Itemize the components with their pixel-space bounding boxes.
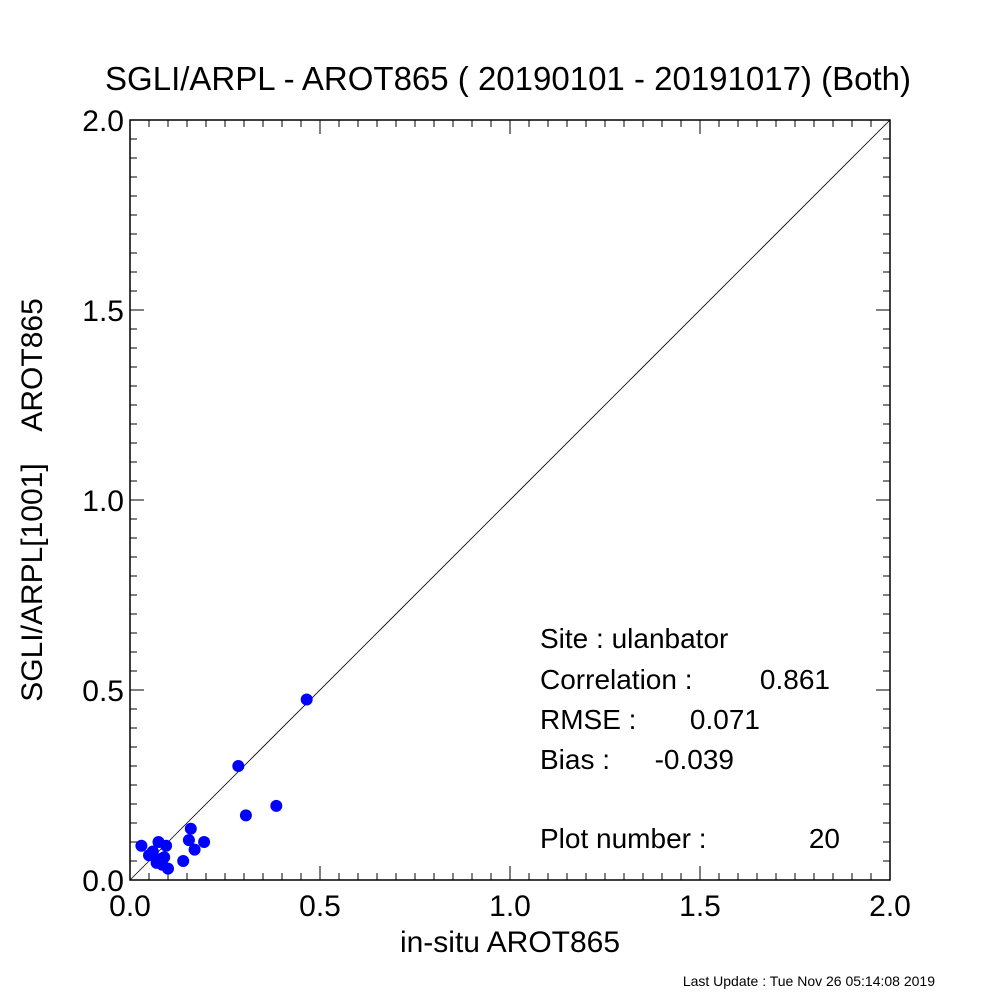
correlation-label: Correlation : — [540, 664, 693, 695]
x-tick-label: 1.0 — [489, 890, 531, 923]
data-points — [135, 693, 313, 875]
data-point — [232, 760, 245, 772]
y-tick-labels: 0.0 0.5 1.0 1.5 2.0 — [82, 105, 124, 898]
y-tick-label: 0.5 — [82, 675, 124, 708]
one-to-one-line — [129, 119, 891, 881]
data-point — [177, 855, 190, 867]
x-tick-label: 2.0 — [869, 890, 911, 923]
last-update-footer: Last Update : Tue Nov 26 05:14:08 2019 — [683, 973, 935, 989]
y-tick-label: 0.0 — [82, 865, 124, 898]
data-point — [300, 693, 313, 706]
plot-number-value: 20 — [809, 823, 840, 854]
x-tick-label: 1.5 — [679, 890, 721, 923]
data-point — [188, 843, 201, 856]
data-point — [239, 809, 252, 822]
stats-box: Site : ulanbator Correlation : 0.861 RMS… — [540, 623, 840, 854]
data-point — [146, 845, 159, 858]
y-tick-label: 1.5 — [82, 295, 124, 328]
y-tick-label: 1.0 — [82, 485, 124, 518]
bias-label: Bias : — [540, 744, 610, 775]
data-point — [184, 822, 197, 835]
plot-number-label: Plot number : — [540, 823, 707, 854]
x-tick-label: 0.0 — [109, 890, 151, 923]
y-axis-label: SGLI/ARPL[1001] AROT865 — [16, 298, 49, 702]
rmse-label: RMSE : — [540, 704, 636, 735]
site-label: Site : ulanbator — [540, 623, 728, 654]
bias-value: -0.039 — [655, 744, 734, 775]
x-axis-label: in-situ AROT865 — [400, 926, 620, 959]
correlation-value: 0.861 — [760, 664, 830, 695]
y-tick-label: 2.0 — [82, 105, 124, 138]
data-point — [270, 799, 283, 812]
major-ticks — [129, 119, 891, 881]
rmse-value: 0.071 — [690, 704, 760, 735]
x-tick-label: 0.5 — [299, 890, 341, 923]
chart-title: SGLI/ARPL - AROT865 ( 20190101 - 2019101… — [105, 60, 911, 97]
minor-ticks — [130, 120, 890, 880]
x-tick-labels: 0.0 0.5 1.0 1.5 2.0 — [109, 890, 911, 923]
data-point — [182, 834, 195, 847]
data-point — [162, 862, 174, 875]
data-point — [160, 839, 173, 852]
data-point — [158, 851, 171, 864]
data-point — [135, 839, 148, 852]
data-point — [198, 836, 211, 848]
